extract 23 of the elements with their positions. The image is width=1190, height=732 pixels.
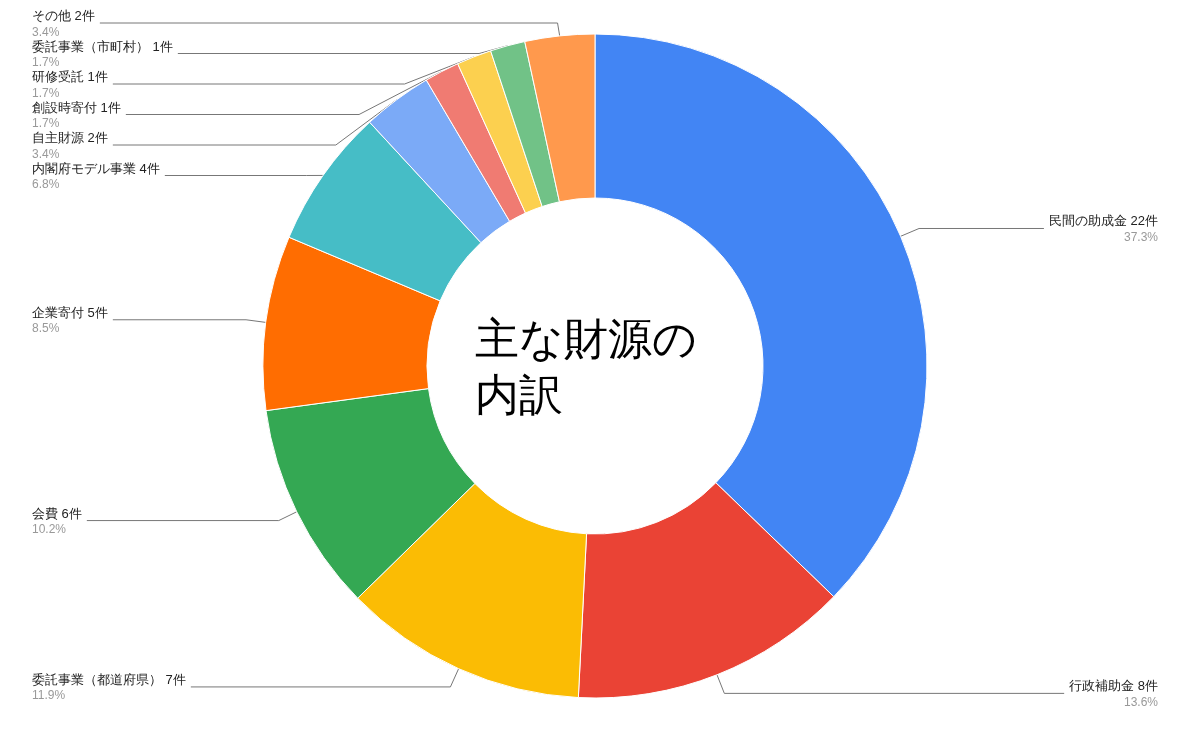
data-label: 10.2% [32,522,67,537]
data-label: 1.7% [32,55,60,69]
data-label: 6.8% [32,177,60,191]
slice-label: 会費 6件 [32,505,82,521]
data-label: 3.4% [32,24,60,39]
slice-label: 研修受託 1件 [32,69,108,84]
data-label: 13.6% [1123,694,1159,709]
slice-label: 民間の助成金 22件 [1048,213,1158,229]
slice-label: その他 2件 [32,8,95,23]
data-label: 37.3% [1123,230,1159,244]
slice-label: 行政補助金 8件 [1069,678,1158,694]
data-label: 3.4% [32,146,60,161]
slice-label: 自主財源 2件 [32,130,108,145]
data-label: 8.5% [32,321,60,336]
data-label: 1.7% [32,85,60,100]
slice-label: 委託事業（都道府県） 7件 [32,671,186,687]
slice-label: 創設時寄付 1件 [32,99,121,115]
data-label: 1.7% [32,116,60,130]
text: 主な財源の内訳 [475,313,697,419]
slice-label: 企業寄付 5件 [32,304,108,320]
slice-label: 内閣府モデル事業 4件 [32,160,160,176]
data-label: 11.9% [32,688,66,703]
slice-label: 委託事業（市町村） 1件 [32,38,173,54]
